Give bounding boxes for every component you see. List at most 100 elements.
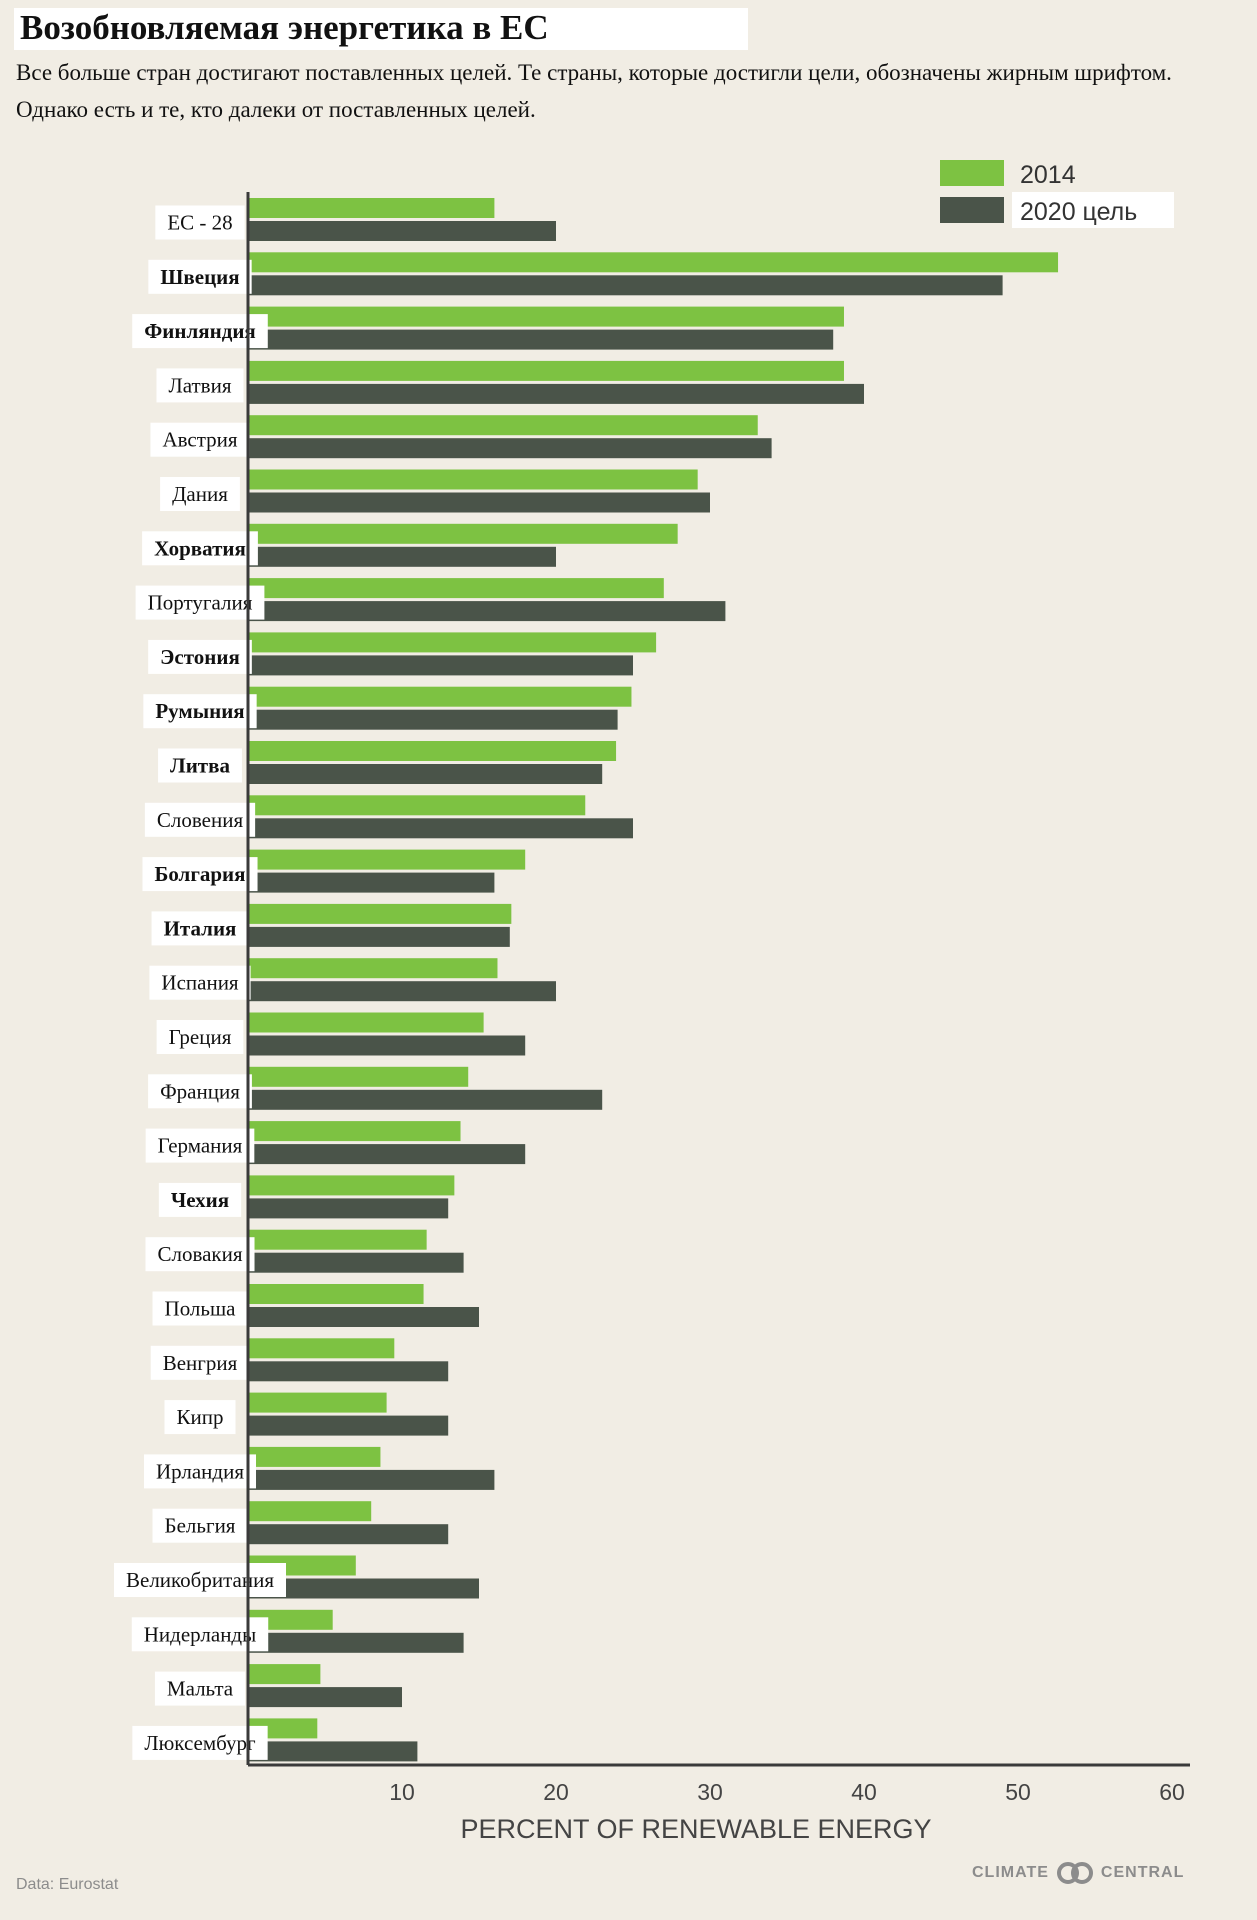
- country-label-background: [132, 1725, 268, 1760]
- country-label-background: [148, 259, 252, 294]
- country-label: Словакия: [157, 1242, 242, 1266]
- country-label: Дания: [172, 482, 228, 506]
- country-label: Литва: [170, 754, 230, 778]
- country-label-background: [142, 857, 258, 892]
- bar-2014: [248, 1229, 427, 1250]
- bar-2020-target: [248, 709, 618, 730]
- x-tick-label: 10: [389, 1779, 415, 1805]
- country-label-background: [158, 748, 242, 783]
- country-label-background: [150, 422, 250, 457]
- bar-2020-target: [248, 1089, 603, 1110]
- country-label: Испания: [161, 971, 239, 995]
- bar-2014: [248, 1012, 484, 1033]
- bar-2014: [248, 1609, 333, 1630]
- country-label-background: [151, 911, 249, 946]
- x-tick-label: 60: [1159, 1779, 1185, 1805]
- bar-2020-target: [248, 329, 834, 350]
- page-title: Возобновляемая энергетика в ЕС: [20, 8, 549, 47]
- bar-2020-target: [248, 492, 710, 513]
- x-tick-label: 40: [851, 1779, 877, 1805]
- bar-2014: [248, 469, 698, 490]
- country-label-background: [135, 585, 265, 620]
- country-label-background: [148, 639, 252, 674]
- climate-central-logo: CLIMATE CENTRAL: [972, 1858, 1184, 1888]
- country-label-background: [132, 314, 268, 349]
- brand-text-left: CLIMATE: [972, 1864, 1049, 1881]
- country-label: Румыния: [155, 699, 244, 723]
- country-label-background: [150, 1345, 250, 1380]
- bar-2014: [248, 1284, 424, 1304]
- legend-swatch-2014: [940, 160, 1004, 186]
- legend-swatch-2020: [940, 197, 1004, 223]
- country-label: Португалия: [148, 591, 253, 615]
- bar-2020-target: [248, 1687, 402, 1708]
- country-label: Швеция: [160, 265, 239, 289]
- bar-2014: [248, 1392, 387, 1413]
- country-label-background: [142, 531, 258, 566]
- country-label: Бельгия: [165, 1514, 236, 1538]
- bar-2014: [248, 306, 844, 327]
- country-label: Эстония: [160, 645, 240, 669]
- country-label: Латвия: [168, 373, 231, 397]
- country-label-background: [149, 965, 251, 1000]
- bar-2020-target: [248, 764, 603, 784]
- x-tick-label: 20: [543, 1779, 569, 1805]
- bar-2020-target: [248, 1252, 464, 1273]
- bar-2020-target: [248, 1578, 479, 1599]
- country-label: Франция: [160, 1079, 240, 1103]
- bar-2020-target: [248, 926, 510, 947]
- x-tick-label: 30: [697, 1779, 723, 1805]
- country-label-background: [145, 1237, 255, 1272]
- bar-2020-target: [248, 1198, 449, 1219]
- bar-2014: [248, 1664, 321, 1685]
- country-label-background: [143, 694, 257, 729]
- country-label: ЕС - 28: [167, 211, 232, 235]
- bar-2020-target: [248, 1361, 449, 1382]
- country-label: Австрия: [162, 428, 237, 452]
- country-label: Словения: [157, 808, 244, 832]
- bar-2020-target: [248, 1469, 495, 1490]
- bar-2014: [248, 1446, 381, 1467]
- bar-2014: [248, 523, 678, 544]
- bar-2014: [248, 1338, 395, 1359]
- bar-2014: [248, 632, 657, 653]
- legend-label-2020: 2020 цель: [1020, 198, 1137, 226]
- bar-2020-target: [248, 872, 495, 893]
- country-label-background: [164, 1400, 236, 1435]
- country-label-background: [152, 1508, 248, 1543]
- country-label: Германия: [158, 1134, 243, 1158]
- country-label: Мальта: [167, 1677, 234, 1701]
- country-label-background: [148, 1074, 252, 1109]
- bar-2014: [248, 958, 498, 979]
- country-label: Чехия: [171, 1188, 229, 1212]
- country-label: Хорватия: [154, 536, 246, 560]
- country-label-background: [160, 477, 240, 511]
- country-label: Болгария: [154, 862, 245, 886]
- bar-2020-target: [248, 1632, 464, 1653]
- country-label-background: [158, 1182, 242, 1217]
- x-axis-title: PERCENT OF RENEWABLE ENERGY: [460, 1814, 931, 1844]
- legend-label-2014: 2014: [1020, 161, 1076, 189]
- country-label-background: [156, 368, 244, 403]
- bar-2020-target: [248, 383, 864, 404]
- country-label-background: [155, 205, 245, 240]
- page-subtitle: Все больше стран достигают поставленных …: [16, 60, 1172, 122]
- country-label-background: [131, 1617, 269, 1652]
- country-label-background: [152, 1291, 248, 1326]
- bar-2020-target: [248, 601, 726, 622]
- bar-2014: [248, 360, 844, 381]
- country-label-background: [154, 1671, 246, 1706]
- bar-2014: [248, 741, 617, 761]
- interlocking-rings-icon: [1055, 1862, 1095, 1884]
- legend-label-background: [1012, 192, 1174, 228]
- country-label: Финляндия: [144, 319, 256, 343]
- bar-2020-target: [248, 1144, 526, 1165]
- bar-2020-target: [248, 546, 556, 567]
- country-label: Нидерланды: [144, 1622, 256, 1646]
- bar-2020-target: [248, 981, 556, 1002]
- country-label-background: [145, 1128, 255, 1163]
- bar-2020-target: [248, 438, 772, 459]
- bar-2014: [248, 849, 526, 870]
- country-label: Италия: [164, 916, 237, 940]
